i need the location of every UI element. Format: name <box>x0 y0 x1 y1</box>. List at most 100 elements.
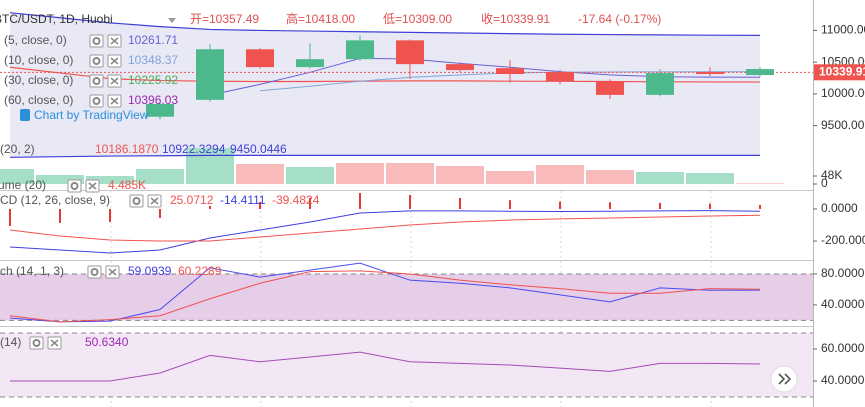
volume-bar <box>336 163 384 184</box>
band-fill <box>0 273 813 321</box>
legend-value: 50.6340 <box>85 335 129 349</box>
y-tick-label: 0 <box>821 176 828 190</box>
volume-bar <box>686 173 734 184</box>
y-tick-label: 9500.00 <box>821 118 865 132</box>
legend-value: -14.4111 <box>220 193 266 207</box>
watermark: Chart by TradingView <box>34 108 149 122</box>
ohlc-value: 收=10339.91 <box>481 12 550 26</box>
candle-body <box>196 49 224 100</box>
indicator-value: 10348.37 <box>128 53 178 67</box>
volume-bar <box>0 169 34 184</box>
legend-value: 10922.3294 <box>162 142 226 156</box>
volume-bar <box>186 148 234 184</box>
indicator-line <box>9 214 761 242</box>
y-tick-label: 10000.00 <box>821 86 865 100</box>
y-tick-label: 40.0000 <box>821 297 865 311</box>
indicator-line <box>9 154 760 158</box>
close-icon <box>110 57 119 65</box>
indicator-name: (30, close, 0) <box>4 73 73 87</box>
ohlc-value: 低=10309.00 <box>383 12 452 26</box>
candle-body <box>296 59 324 68</box>
volume-bar <box>486 171 534 184</box>
volume-bar <box>436 166 484 184</box>
indicator-line <box>9 210 761 254</box>
pane-title: (14) <box>0 335 21 349</box>
settings-icon <box>92 77 101 85</box>
candle-body <box>546 72 574 82</box>
watermark-logo <box>20 109 30 121</box>
volume-bar <box>386 163 434 184</box>
icon-button <box>89 34 104 48</box>
settings-icon <box>92 57 101 65</box>
candle-body <box>646 73 674 95</box>
y-tick-label: 60.0000 <box>821 341 865 355</box>
histogram-bar <box>259 201 261 209</box>
icon-button <box>89 54 104 68</box>
legend-value: 9450.0446 <box>230 142 287 156</box>
close-icon <box>150 197 159 205</box>
indicator-name: (5, close, 0) <box>4 33 67 47</box>
histogram-bar <box>759 204 761 209</box>
band-fill <box>0 332 813 397</box>
close-icon <box>108 268 117 276</box>
indicator-name: (20, 2) <box>0 142 35 156</box>
icon-button <box>67 179 82 193</box>
legend-value: 10186.1870 <box>95 142 159 156</box>
scroll-icon <box>778 373 792 385</box>
settings-icon <box>92 97 101 105</box>
volume-bar <box>36 175 84 184</box>
icon-button <box>129 194 144 208</box>
candle-body <box>746 69 774 76</box>
volume-bar <box>736 183 784 184</box>
histogram-bar <box>609 202 611 209</box>
close-icon <box>88 182 97 190</box>
histogram-bar <box>709 203 711 209</box>
indicator-line <box>9 12 761 36</box>
icon-button <box>29 336 44 350</box>
icon-button <box>87 265 102 279</box>
pane-title: ume (20) <box>0 178 46 192</box>
volume-bar <box>86 176 134 184</box>
histogram-bar <box>309 197 311 209</box>
indicator-value: 10396.03 <box>128 93 178 107</box>
histogram-bar <box>59 208 61 223</box>
y-tick-label: 40.0000 <box>821 373 865 387</box>
y-tick-label: 11000.00 <box>821 23 865 37</box>
candle-body <box>696 72 724 75</box>
histogram-bar <box>159 208 161 218</box>
indicator-value: 10261.71 <box>128 33 178 47</box>
close-icon <box>110 97 119 105</box>
symbol-title: BTC/USDT, 1D, Huobi <box>0 12 113 26</box>
candle-body <box>246 49 274 68</box>
legend-value: 4.485K <box>108 178 146 192</box>
indicator-line <box>9 262 761 323</box>
candle-body <box>446 64 474 71</box>
indicator-line <box>9 270 761 323</box>
price-change: -17.64 (-0.17%) <box>578 12 661 26</box>
legend-value: 25.0712 <box>170 193 214 207</box>
volume-bar <box>636 172 684 184</box>
y-tick-label: 0.0000 <box>821 201 858 215</box>
legend-value: 59.0939 <box>128 264 172 278</box>
ohlc-value: 高=10418.00 <box>286 11 355 26</box>
volume-bar <box>286 167 334 184</box>
pane-title: ch (14, 1, 3) <box>0 264 64 278</box>
histogram-bar <box>359 192 361 209</box>
icon-button <box>89 94 104 108</box>
dropdown-arrow <box>168 18 176 23</box>
histogram-bar <box>459 197 461 209</box>
indicator-line <box>10 351 761 382</box>
histogram-bar <box>659 202 661 209</box>
histogram-bar <box>109 208 111 222</box>
ohlc-value: 开=10357.49 <box>190 12 259 26</box>
volume-bar <box>536 165 584 184</box>
settings-icon <box>90 268 99 276</box>
histogram-bar <box>9 208 11 226</box>
indicator-name: (10, close, 0) <box>4 53 73 67</box>
marks-layer <box>9 35 774 226</box>
candle-body <box>396 40 424 65</box>
vol-layer <box>0 148 784 184</box>
